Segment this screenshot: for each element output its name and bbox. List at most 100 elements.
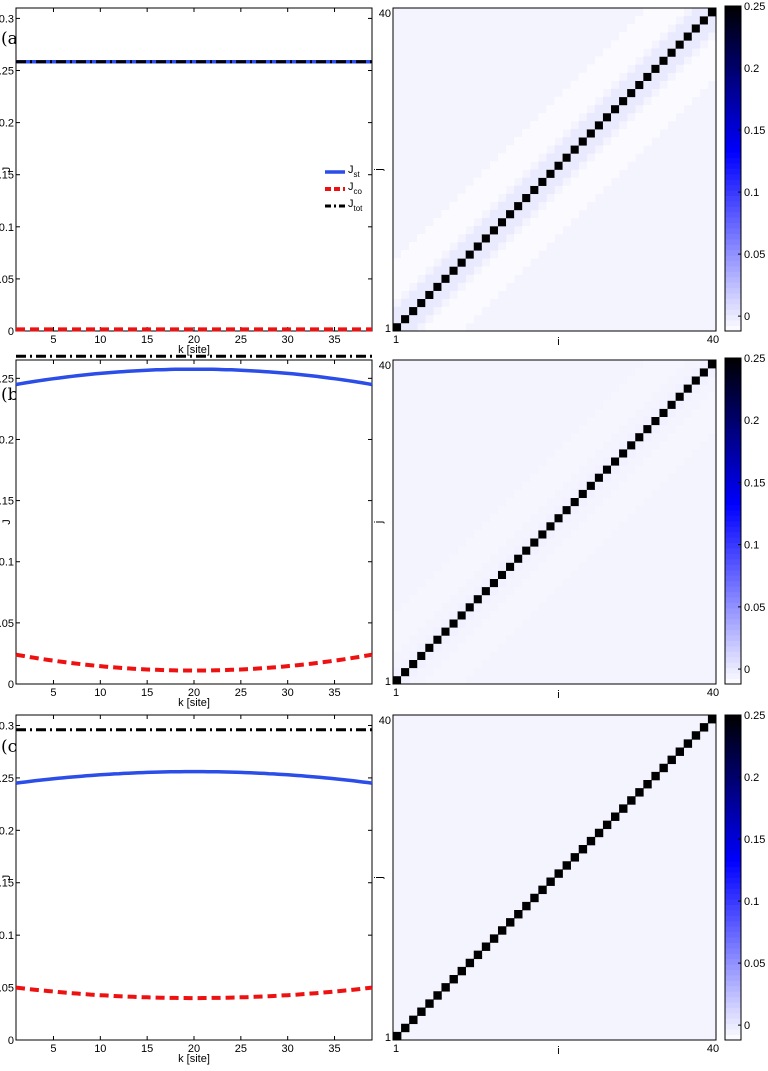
heatmap-cell xyxy=(522,611,531,620)
heatmap-cell xyxy=(683,424,693,434)
heatmap-cell xyxy=(425,635,434,644)
heatmap-cell xyxy=(619,48,628,57)
heatmap-cell xyxy=(602,820,612,830)
heatmap-cell xyxy=(457,651,466,660)
y-tick-label: 0.2 xyxy=(0,434,14,446)
heatmap-frame xyxy=(392,7,717,332)
heatmap-cell xyxy=(441,594,450,604)
heatmap-cell xyxy=(489,619,499,628)
heatmap-cell xyxy=(707,64,717,73)
heatmap-cell xyxy=(562,554,571,563)
heatmap-cell xyxy=(449,659,458,669)
colorbar-segment xyxy=(725,915,741,922)
colorbar-frame xyxy=(724,5,742,332)
heatmap-cell xyxy=(619,137,628,146)
heatmap-cell xyxy=(643,360,652,369)
heatmap-cell xyxy=(611,513,620,523)
colorbar-segment xyxy=(725,1034,741,1041)
heatmap-cell xyxy=(530,250,539,259)
heatmap-cell xyxy=(594,64,604,73)
heatmap-cell xyxy=(570,497,580,507)
colorbar-segment xyxy=(725,173,741,180)
heatmap-cell xyxy=(530,586,539,596)
heatmap-cell xyxy=(465,594,475,604)
heatmap-cell xyxy=(707,40,717,49)
heatmap-cell xyxy=(506,193,515,203)
heatmap-cell xyxy=(651,56,660,65)
heatmap-cell xyxy=(497,201,507,211)
heatmap-cell xyxy=(417,306,426,316)
heatmap-cell xyxy=(562,538,571,547)
heatmap-cell xyxy=(425,603,434,612)
heatmap-cell xyxy=(401,619,410,628)
heatmap-cell xyxy=(651,771,660,781)
y-tick-label: 0.3 xyxy=(0,13,14,25)
heatmap-cell xyxy=(619,457,628,466)
colorbar-segment xyxy=(725,872,741,878)
colorbar-segment xyxy=(725,228,741,234)
heatmap-cell xyxy=(506,274,515,283)
colorbar-segment xyxy=(725,211,741,218)
heatmap-cell xyxy=(602,505,612,515)
heatmap-cell xyxy=(578,177,588,186)
heatmap-cell xyxy=(417,282,426,291)
heatmap-x-tick-label: 1 xyxy=(393,687,399,699)
heatmap-cell xyxy=(586,96,596,106)
heatmap-cell xyxy=(691,408,701,417)
heatmap-cell xyxy=(635,129,644,138)
heatmap-cell xyxy=(554,473,563,482)
heatmap-x-tick-label: 40 xyxy=(707,687,719,699)
heatmap-cell xyxy=(497,161,507,170)
heatmap-cell xyxy=(659,24,668,33)
heatmap-cell xyxy=(619,88,628,98)
heatmap-cell xyxy=(643,780,652,789)
heatmap-cell xyxy=(489,627,499,636)
heatmap-cell xyxy=(611,489,620,498)
heatmap-cell xyxy=(465,282,475,291)
heatmap-cell xyxy=(417,619,426,628)
heatmap-cell xyxy=(417,651,426,660)
heatmap-cell xyxy=(497,530,507,539)
heatmap-cell xyxy=(578,497,588,507)
heatmap-cell xyxy=(611,169,620,178)
colorbar-segment xyxy=(725,130,741,137)
heatmap-cell xyxy=(449,562,458,571)
heatmap-cell xyxy=(691,32,701,41)
heatmap-cell xyxy=(651,96,660,106)
colorbar-segment xyxy=(725,428,741,435)
heatmap-cell xyxy=(409,298,418,308)
heatmap-cell xyxy=(586,88,596,98)
colorbar-segment xyxy=(725,152,741,159)
heatmap-cell xyxy=(393,282,402,291)
colorbar-segment xyxy=(725,1007,741,1014)
heatmap-cell xyxy=(473,659,483,669)
heatmap-cell xyxy=(457,603,466,612)
x-tick-label: 10 xyxy=(94,687,106,699)
heatmap-cell xyxy=(481,169,491,178)
heatmap-cell xyxy=(602,513,612,523)
heatmap-cell xyxy=(401,298,410,308)
colorbar-segment xyxy=(725,482,741,489)
heatmap-cell xyxy=(586,145,596,154)
heatmap-cell xyxy=(570,145,580,154)
colorbar-segment xyxy=(725,11,741,18)
heatmap-cell xyxy=(651,32,660,41)
heatmap-cell xyxy=(489,611,499,620)
heatmap-cell xyxy=(457,290,466,300)
heatmap-cell xyxy=(586,546,596,555)
heatmap-cell xyxy=(522,554,531,563)
heatmap-cell xyxy=(570,505,580,515)
heatmap-cell xyxy=(619,384,628,393)
heatmap-cell xyxy=(506,250,515,259)
heatmap-cell xyxy=(594,56,604,65)
heatmap-cell xyxy=(586,489,596,498)
heatmap-cell xyxy=(514,185,523,195)
heatmap-cell xyxy=(611,497,620,507)
heatmap-cell xyxy=(401,627,410,636)
heatmap-cell xyxy=(619,392,628,401)
colorbar-segment xyxy=(725,325,741,332)
heatmap-cell xyxy=(449,314,458,324)
heatmap-cell xyxy=(449,611,458,620)
heatmap-cell xyxy=(602,72,612,81)
